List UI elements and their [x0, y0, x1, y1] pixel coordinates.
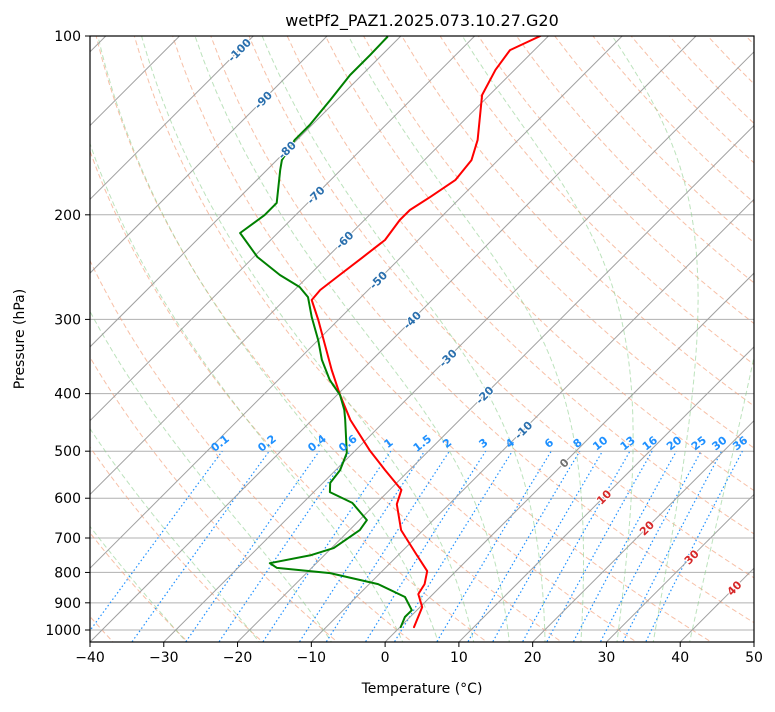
y-tick-label: 400 — [54, 387, 81, 403]
x-axis-label: Temperature (°C) — [361, 681, 483, 697]
chart-title: wetPf2_PAZ1.2025.073.10.27.G20 — [285, 11, 559, 31]
x-tick-label: 40 — [671, 650, 689, 666]
x-tick-label: −10 — [297, 650, 327, 666]
x-tick-label: 0 — [381, 650, 390, 666]
y-tick-label: 300 — [54, 312, 81, 328]
x-tick-label: −40 — [75, 650, 105, 666]
y-tick-label: 200 — [54, 208, 81, 224]
y-tick-label: 1000 — [45, 623, 81, 639]
y-tick-label: 800 — [54, 565, 81, 581]
x-tick-label: 50 — [745, 650, 763, 666]
y-axis-label: Pressure (hPa) — [12, 289, 28, 389]
x-tick-label: −20 — [223, 650, 253, 666]
y-tick-label: 900 — [54, 596, 81, 612]
y-tick-label: 100 — [54, 29, 81, 45]
x-tick-label: 10 — [450, 650, 468, 666]
y-tick-label: 500 — [54, 444, 81, 460]
x-tick-label: 20 — [524, 650, 542, 666]
x-tick-label: −30 — [149, 650, 179, 666]
y-tick-label: 600 — [54, 491, 81, 507]
y-tick-label: 700 — [54, 531, 81, 547]
x-tick-label: 30 — [598, 650, 616, 666]
